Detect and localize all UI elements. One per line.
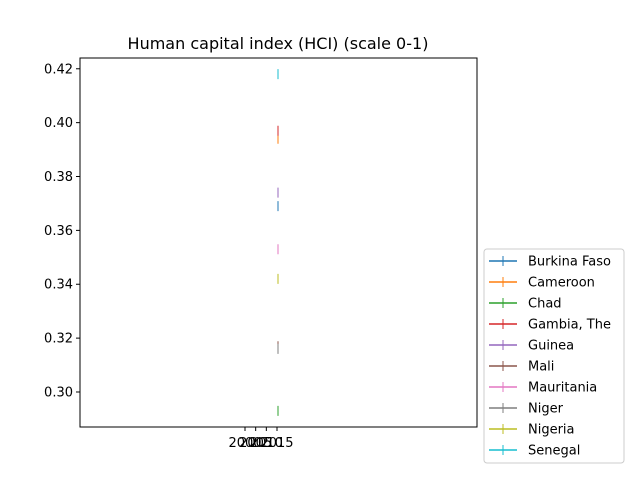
chart-title: Human capital index (HCI) (scale 0-1) xyxy=(128,34,429,53)
y-tick-label: 0.40 xyxy=(44,116,73,131)
legend-label-mali: Mali xyxy=(528,360,554,375)
legend: Burkina Faso Cameroon Chad Gambia, The Guine… xyxy=(483,248,625,464)
x-tick-label: 2005 xyxy=(239,436,272,451)
x-tick-label: 2010 xyxy=(250,436,283,451)
legend-label-cameroon: Cameroon xyxy=(528,276,595,291)
y-tick-label: 0.34 xyxy=(44,278,73,293)
x-tick-label: 2015 xyxy=(260,436,293,451)
legend-label-senegal: Senegal xyxy=(528,444,580,459)
legend-label-nigeria: Nigeria xyxy=(528,423,575,438)
legend-label-chad: Chad xyxy=(528,297,562,312)
legend-label-mauritania: Mauritania xyxy=(528,381,597,396)
y-tick-label: 0.32 xyxy=(44,332,73,347)
plot-frame xyxy=(79,57,478,428)
legend-label-burkina-faso: Burkina Faso xyxy=(528,255,611,270)
legend-frame xyxy=(483,248,625,464)
y-tick-label: 0.36 xyxy=(44,224,73,239)
legend-label-niger: Niger xyxy=(528,402,564,417)
legend-label-guinea: Guinea xyxy=(528,339,574,354)
legend-label-gambia-the: Gambia, The xyxy=(528,318,611,333)
y-axis: 0.30 0.32 0.34 0.36 0.38 0.40 0.42 xyxy=(44,62,80,400)
y-tick-label: 0.38 xyxy=(44,170,73,185)
y-tick-label: 0.42 xyxy=(44,62,73,77)
x-tick-label: 2000 xyxy=(228,436,261,451)
y-tick-label: 0.30 xyxy=(44,385,73,400)
